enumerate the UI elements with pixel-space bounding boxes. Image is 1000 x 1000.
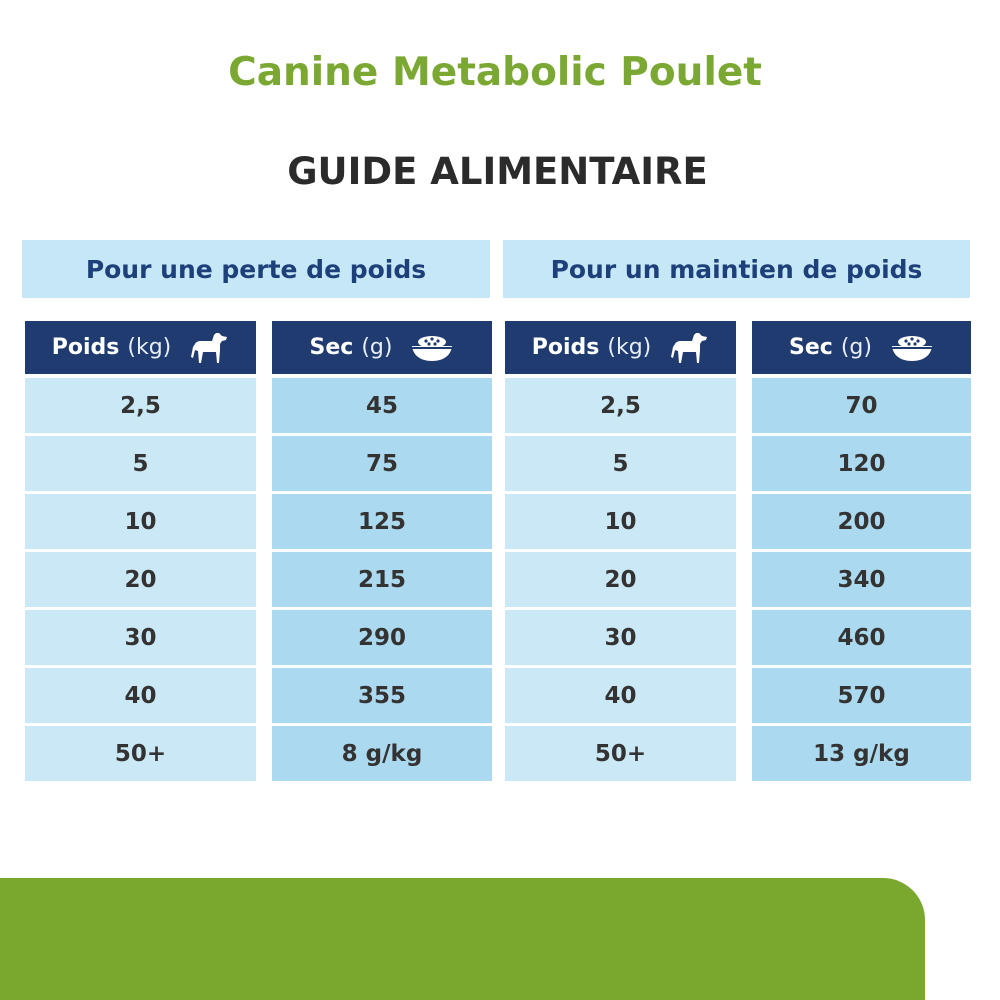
column-header: Poids (kg) — [25, 321, 256, 374]
column-label: Poids — [531, 335, 600, 360]
title: Canine Metabolic Poulet — [228, 50, 762, 95]
column-unit: (kg) — [607, 335, 652, 360]
table-cell: 340 — [752, 552, 971, 607]
icon — [410, 333, 454, 363]
table-cell: 290 — [272, 610, 492, 665]
footer-band — [0, 878, 925, 1000]
table-cell: 8 g/kg — [272, 726, 492, 781]
column-label: Sec — [789, 335, 833, 360]
table-cell: 215 — [272, 552, 492, 607]
table-cell: 30 — [505, 610, 736, 665]
table-cell: 570 — [752, 668, 971, 723]
icon — [669, 331, 709, 365]
subtitle: GUIDE ALIMENTAIRE — [287, 150, 708, 193]
table-cell: 70 — [752, 378, 971, 433]
table-cell: 460 — [752, 610, 971, 665]
column-unit: (g) — [840, 335, 872, 360]
table-cell: 50+ — [505, 726, 736, 781]
table-cell: 13 g/kg — [752, 726, 971, 781]
table-cell: 45 — [272, 378, 492, 433]
column-header: Poids (kg) — [505, 321, 736, 374]
table-cell: 30 — [25, 610, 256, 665]
column-unit: (kg) — [127, 335, 172, 360]
table-cell: 50+ — [25, 726, 256, 781]
column-label: Poids — [51, 335, 120, 360]
table-cell: 40 — [505, 668, 736, 723]
table-cell: 20 — [505, 552, 736, 607]
table-cell: 120 — [752, 436, 971, 491]
bowl-icon — [412, 335, 453, 361]
table-cell: 40 — [25, 668, 256, 723]
table-cell: 5 — [505, 436, 736, 491]
section-heading: Pour un maintien de poids — [503, 240, 970, 298]
dog-icon — [671, 332, 708, 363]
icon — [189, 331, 229, 365]
column-unit: (g) — [361, 335, 393, 360]
dog-icon — [191, 332, 228, 363]
table-cell: 355 — [272, 668, 492, 723]
table-cell: 10 — [25, 494, 256, 549]
table-cell: 2,5 — [505, 378, 736, 433]
column-header: Sec (g) — [752, 321, 971, 374]
column-label: Sec — [309, 335, 354, 360]
table-cell: 20 — [25, 552, 256, 607]
table-cell: 75 — [272, 436, 492, 491]
table-cell: 2,5 — [25, 378, 256, 433]
column-header: Sec (g) — [272, 321, 492, 374]
icon — [890, 333, 934, 363]
table-cell: 5 — [25, 436, 256, 491]
table-cell: 125 — [272, 494, 492, 549]
bowl-icon — [891, 335, 932, 361]
section-heading: Pour une perte de poids — [22, 240, 490, 298]
table-cell: 10 — [505, 494, 736, 549]
table-cell: 200 — [752, 494, 971, 549]
